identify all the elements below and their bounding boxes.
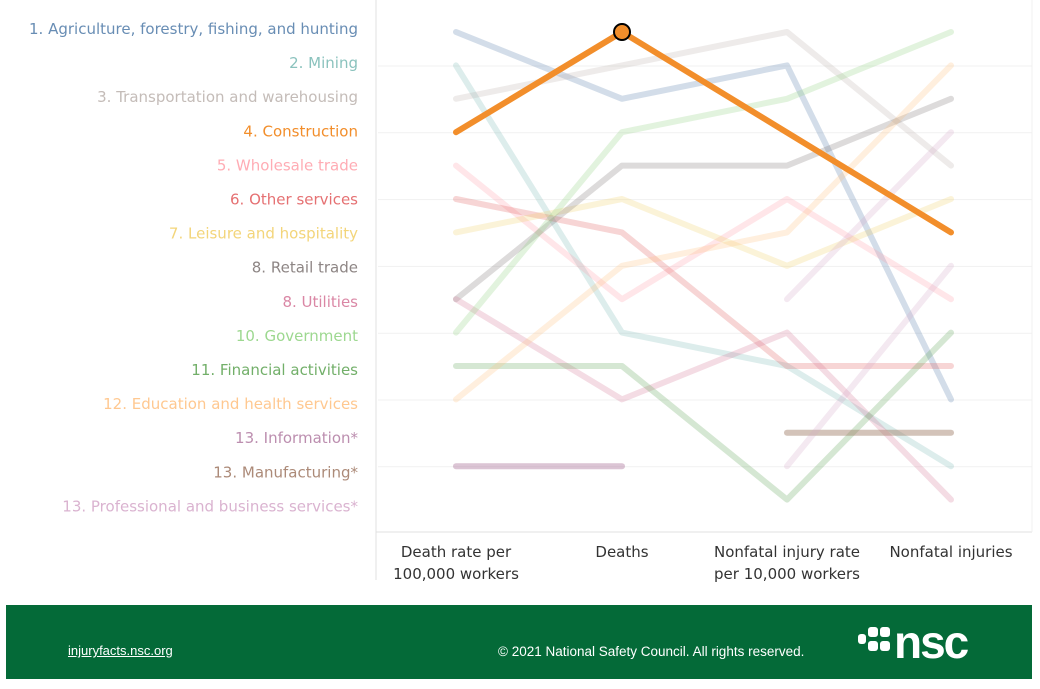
series-line-11[interactable]	[453, 62, 954, 403]
legend-item[interactable]: 10. Government	[236, 327, 358, 345]
column-label: Nonfatal injuries	[889, 543, 1012, 561]
legend-item[interactable]: 6. Other services	[230, 191, 358, 209]
column-label: Nonfatal injury rate per 10,000 workers	[714, 543, 860, 583]
legend-item[interactable]: 13. Professional and business services*	[62, 497, 358, 515]
series-line-1[interactable]	[453, 62, 954, 470]
legend-item[interactable]: 4. Construction	[243, 122, 358, 140]
footer-link[interactable]: injuryfacts.nsc.org	[68, 643, 173, 658]
series-line-14[interactable]	[784, 262, 954, 470]
series-line-14[interactable]	[784, 129, 954, 303]
legend-item[interactable]: 2. Mining	[289, 54, 358, 72]
rank-chart: Death rate per 100,000 workers Deaths Nonfa…	[29, 0, 1033, 583]
legend-item[interactable]: 8. Utilities	[282, 293, 358, 311]
legend-item[interactable]: 13. Manufacturing*	[213, 463, 358, 481]
legend-item[interactable]: 3. Transportation and warehousing	[97, 88, 358, 106]
highlight-point[interactable]	[613, 23, 631, 41]
series-line-6[interactable]	[453, 196, 954, 269]
logo-wordmark: nsc	[894, 616, 969, 668]
series-line-3[interactable]	[619, 29, 954, 236]
gridlines	[375, 0, 1033, 580]
legend: 1. Agriculture, forestry, fishing, and h…	[29, 20, 358, 515]
legend-item[interactable]: 1. Agriculture, forestry, fishing, and h…	[29, 20, 358, 38]
legend-item[interactable]: 11. Financial activities	[191, 361, 358, 379]
nsc-logo: nsc	[858, 616, 1008, 668]
column-axis: Death rate per 100,000 workers Deaths Nonfa…	[393, 543, 1013, 583]
legend-item[interactable]: 12. Education and health services	[103, 395, 358, 413]
series-line-7[interactable]	[453, 95, 954, 303]
legend-item[interactable]: 13. Information*	[235, 429, 358, 447]
footer-bar: injuryfacts.nsc.org © 2021 National Safe…	[6, 605, 1032, 679]
legend-item[interactable]: 5. Wholesale trade	[217, 156, 358, 174]
series-line-10[interactable]	[453, 329, 954, 503]
column-label: Deaths	[595, 543, 648, 561]
series-lines	[453, 23, 954, 503]
series-line-5[interactable]	[453, 196, 954, 369]
series-line-8[interactable]	[453, 296, 954, 503]
column-label: Death rate per 100,000 workers	[393, 543, 519, 583]
series-line-3[interactable]	[453, 29, 625, 136]
series-line-2[interactable]	[453, 29, 954, 169]
series-line-4[interactable]	[453, 162, 954, 303]
series-line-9[interactable]	[453, 29, 954, 336]
legend-item[interactable]: 8. Retail trade	[252, 259, 358, 277]
legend-item[interactable]: 7. Leisure and hospitality	[169, 225, 358, 243]
copyright-text: © 2021 National Safety Council. All righ…	[498, 644, 805, 659]
